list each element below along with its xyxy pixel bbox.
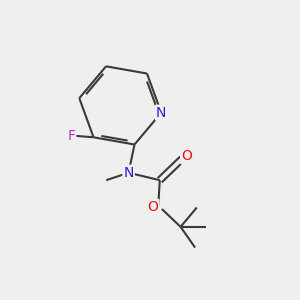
- Text: N: N: [123, 166, 134, 180]
- Text: N: N: [156, 106, 166, 120]
- Text: O: O: [148, 200, 158, 214]
- Text: F: F: [67, 129, 75, 143]
- Text: O: O: [182, 149, 192, 164]
